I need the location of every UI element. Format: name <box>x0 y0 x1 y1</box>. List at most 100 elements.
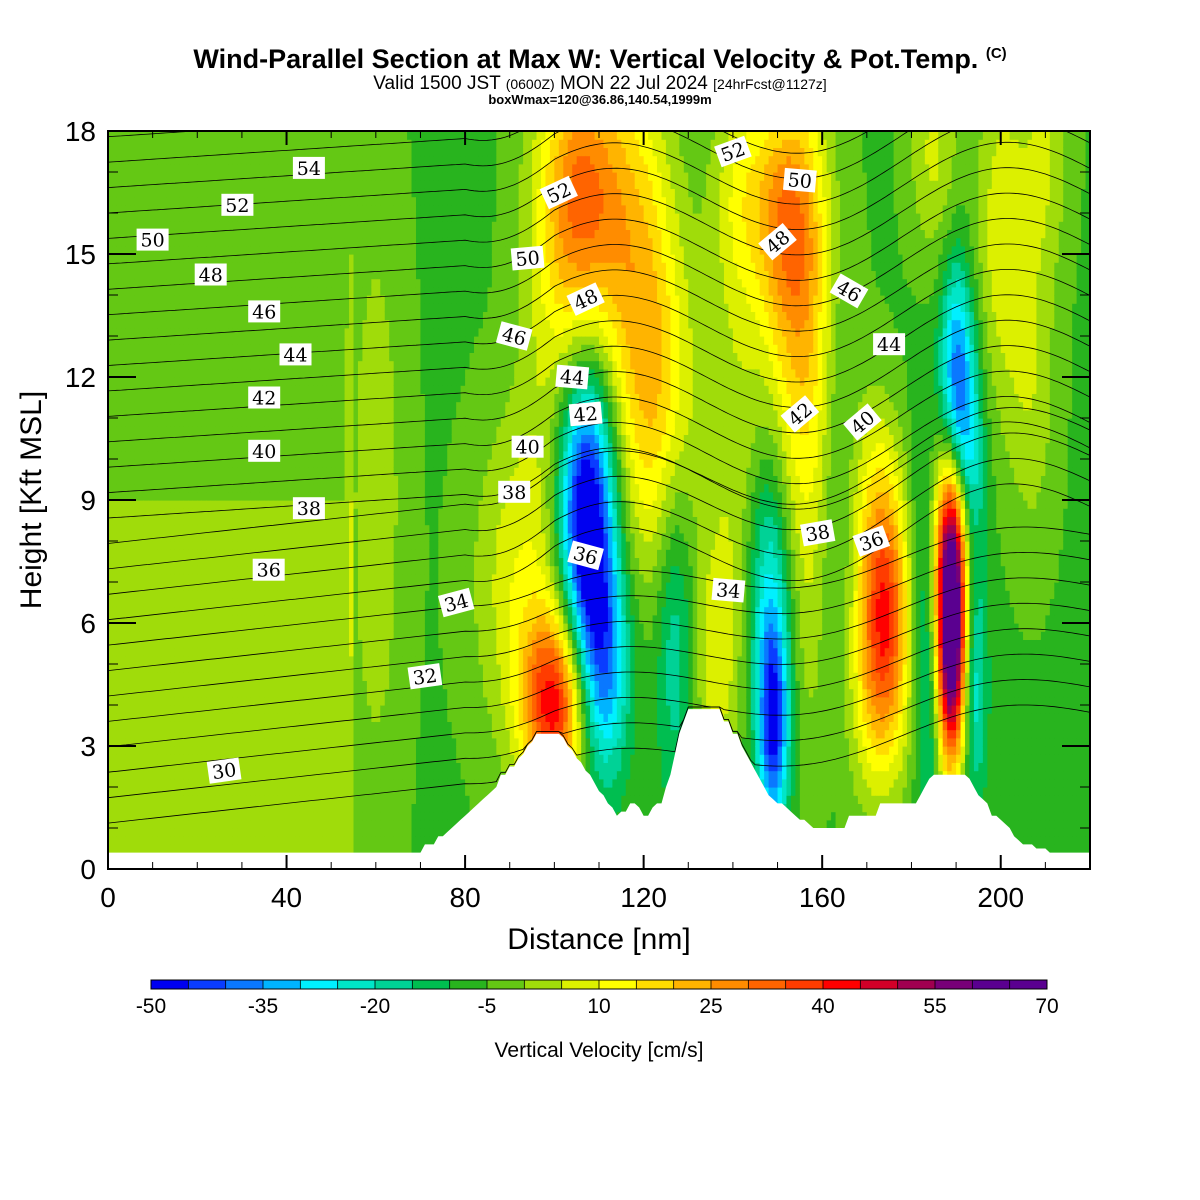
velocity-cell <box>121 795 127 804</box>
velocity-cell <box>219 303 225 312</box>
velocity-cell <box>139 254 145 263</box>
velocity-cell <box>179 819 185 829</box>
velocity-cell <box>273 549 279 558</box>
velocity-cell <box>166 155 172 165</box>
velocity-cell <box>299 844 305 854</box>
velocity-cell <box>291 582 297 591</box>
velocity-cell <box>201 475 207 485</box>
velocity-cell <box>295 336 301 345</box>
velocity-cell <box>116 450 122 460</box>
velocity-cell <box>349 836 355 845</box>
velocity-cell <box>349 311 355 321</box>
velocity-cell <box>161 590 167 599</box>
velocity-cell <box>282 795 288 804</box>
velocity-cell <box>134 327 140 337</box>
velocity-cell <box>116 819 122 829</box>
velocity-cell <box>157 393 163 403</box>
velocity-cell <box>125 746 131 755</box>
velocity-cell <box>206 541 212 550</box>
velocity-cell <box>219 508 225 517</box>
velocity-cell <box>219 229 225 239</box>
velocity-cell <box>228 590 234 599</box>
velocity-cell <box>353 729 359 739</box>
velocity-cell <box>170 352 176 362</box>
velocity-cell <box>246 286 252 296</box>
velocity-cell <box>188 664 194 673</box>
velocity-cell <box>134 647 140 657</box>
velocity-cell <box>192 614 198 624</box>
velocity-cell <box>116 549 122 558</box>
velocity-cell <box>174 549 181 558</box>
velocity-cell <box>112 434 118 444</box>
velocity-cell <box>224 737 230 747</box>
velocity-cell <box>201 377 207 386</box>
velocity-cell <box>340 664 346 673</box>
velocity-cell <box>166 180 172 189</box>
velocity-cell <box>255 770 261 780</box>
velocity-cell <box>313 327 319 337</box>
velocity-cell <box>174 500 181 509</box>
velocity-cell <box>331 828 337 837</box>
velocity-cell <box>108 229 114 239</box>
velocity-cell <box>277 696 283 706</box>
velocity-cell <box>308 787 314 796</box>
velocity-cell <box>273 237 279 247</box>
velocity-cell <box>157 426 163 435</box>
velocity-cell <box>313 721 319 731</box>
velocity-cell <box>139 139 145 148</box>
velocity-cell <box>259 655 265 665</box>
velocity-cell <box>125 590 131 599</box>
velocity-cell <box>291 524 297 534</box>
velocity-cell <box>317 319 323 329</box>
velocity-cell <box>295 787 301 796</box>
velocity-cell <box>291 262 297 271</box>
velocity-cell <box>344 754 350 763</box>
velocity-cell <box>277 672 283 681</box>
velocity-cell <box>148 623 154 632</box>
velocity-cell <box>228 418 234 427</box>
velocity-cell <box>134 442 140 452</box>
velocity-cell <box>112 278 118 288</box>
velocity-cell <box>183 295 189 304</box>
velocity-cell <box>179 270 185 280</box>
velocity-cell <box>228 532 234 542</box>
velocity-cell <box>166 467 172 476</box>
velocity-cell <box>108 680 114 690</box>
velocity-cell <box>259 819 265 829</box>
velocity-cell <box>259 237 265 247</box>
velocity-cell <box>295 614 301 624</box>
velocity-cell <box>112 565 118 575</box>
velocity-cell <box>219 385 225 394</box>
velocity-cell <box>192 819 198 829</box>
velocity-cell <box>317 180 323 189</box>
velocity-cell <box>197 180 203 189</box>
velocity-cell <box>161 631 167 640</box>
velocity-cell <box>335 688 341 698</box>
velocity-cell <box>291 336 297 345</box>
velocity-cell <box>313 778 319 788</box>
velocity-cell <box>121 500 127 509</box>
velocity-cell <box>157 286 163 296</box>
velocity-cell <box>112 508 118 517</box>
velocity-cell <box>255 254 261 263</box>
velocity-cell <box>143 737 149 747</box>
velocity-cell <box>282 245 288 255</box>
velocity-cell <box>201 729 207 739</box>
velocity-cell <box>304 828 310 837</box>
velocity-cell <box>188 303 194 312</box>
velocity-cell <box>241 664 247 673</box>
velocity-cell <box>108 598 114 608</box>
velocity-cell <box>179 221 185 230</box>
velocity-cell <box>152 688 158 698</box>
velocity-cell <box>308 196 314 206</box>
velocity-cell <box>139 664 145 673</box>
velocity-cell <box>344 262 350 271</box>
velocity-cell <box>299 377 305 386</box>
velocity-cell <box>112 368 118 378</box>
velocity-cell <box>291 598 297 608</box>
velocity-cell <box>349 442 355 452</box>
velocity-cell <box>174 491 181 501</box>
velocity-cell <box>304 442 310 452</box>
velocity-cell <box>250 270 256 280</box>
